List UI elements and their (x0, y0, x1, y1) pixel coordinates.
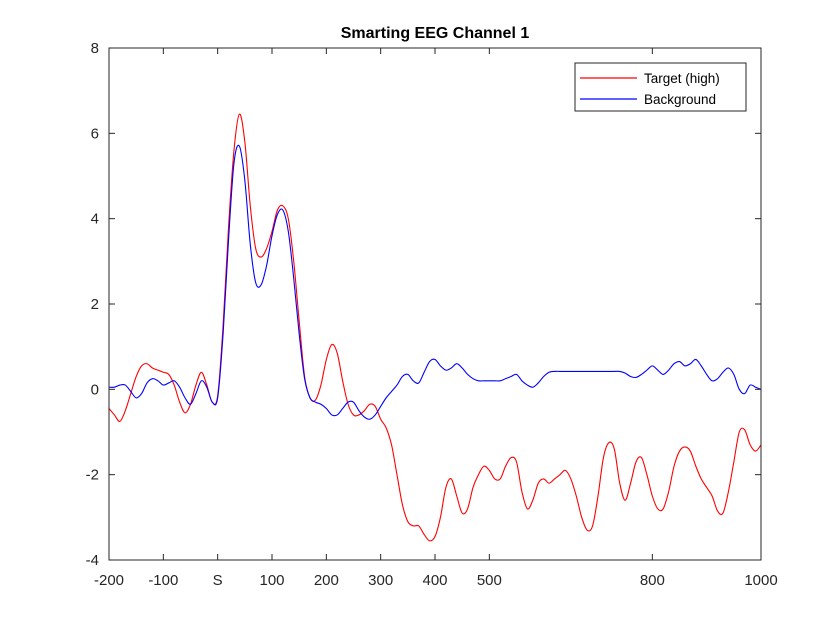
x-tick-label: 400 (422, 572, 447, 589)
y-tick-label: -4 (86, 552, 99, 569)
chart-title: Smarting EEG Channel 1 (341, 25, 530, 42)
x-tick-label: -100 (148, 572, 178, 589)
legend: Target (high) Background (574, 62, 747, 112)
legend-label-target: Target (high) (644, 71, 720, 86)
y-tick-label: 8 (91, 40, 99, 57)
x-tick-label: 800 (640, 572, 665, 589)
x-tick-label: S (213, 572, 223, 589)
x-tick-label: 300 (368, 572, 393, 589)
y-tick-label: 4 (91, 211, 99, 228)
axes-layer: -200 -100 S 100 200 300 400 500 800 1000 -4 -2 0 2 4 6 8 (86, 40, 778, 589)
series-layer (108, 113, 762, 542)
y-tick-label: 6 (91, 125, 99, 142)
plot-area (109, 48, 761, 560)
legend-box (574, 62, 747, 112)
x-tick-label: 500 (477, 572, 502, 589)
y-tick-label: 2 (91, 296, 99, 313)
y-tick-label: 0 (91, 381, 99, 398)
y-tick-label: -2 (86, 467, 99, 484)
x-tick-label: 1000 (744, 572, 777, 589)
series-line-1 (108, 144, 762, 420)
x-tick-label: 200 (314, 572, 339, 589)
x-tick-label: -200 (94, 572, 124, 589)
legend-label-background: Background (644, 92, 716, 107)
x-tick-label: 100 (259, 572, 284, 589)
